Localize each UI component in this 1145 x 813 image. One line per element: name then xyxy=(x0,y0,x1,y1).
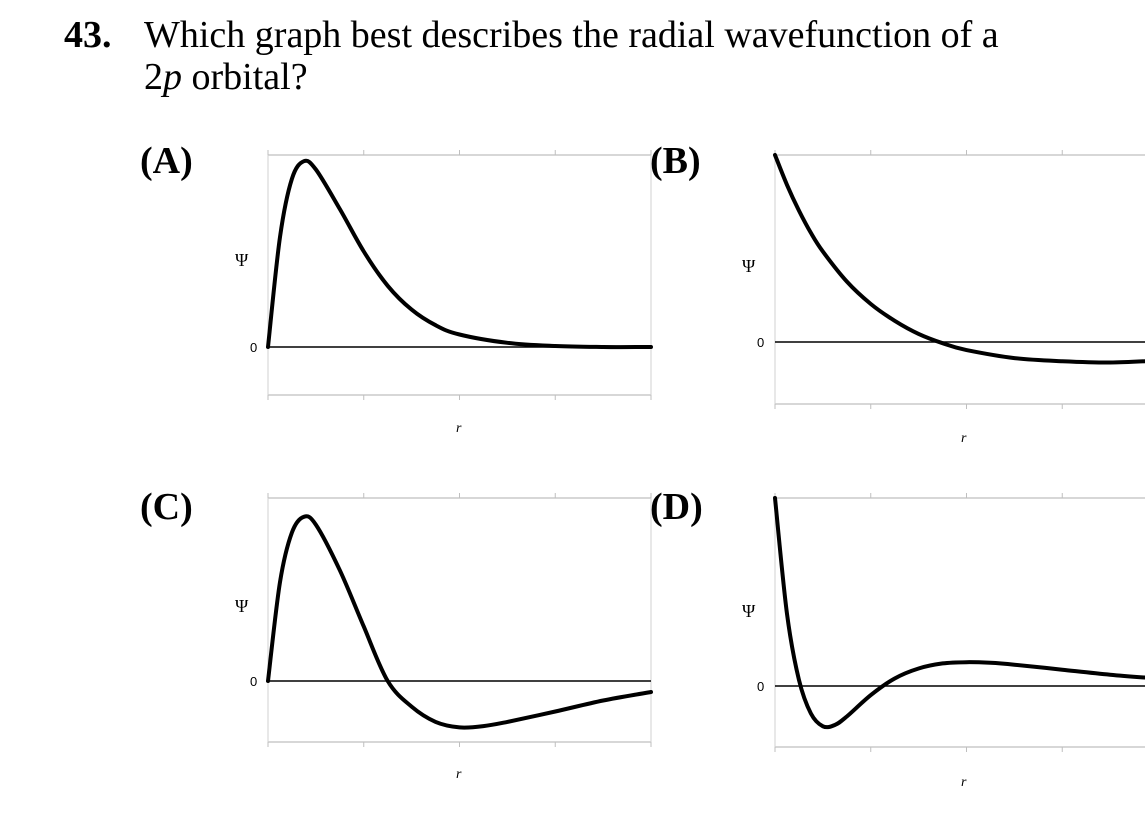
question-number: 43. xyxy=(64,14,112,56)
question-line-2-prefix: 2 xyxy=(144,56,163,98)
y-axis-label: Ψ xyxy=(235,250,249,270)
zero-tick-label: 0 xyxy=(757,679,764,694)
question-line-2: 2p orbital? xyxy=(144,56,1124,98)
wavefunction-curve xyxy=(266,514,653,730)
x-axis-label: r xyxy=(456,767,462,782)
chart-option-a[interactable]: 0 Ψr xyxy=(235,150,653,436)
zero-tick-label: 0 xyxy=(250,674,257,689)
chart-option-c[interactable]: 0 Ψr xyxy=(235,493,653,782)
x-axis-label: r xyxy=(961,431,967,446)
question-line-2-italic: p xyxy=(163,56,182,98)
option-d-label[interactable]: (D) xyxy=(650,486,703,528)
y-axis-label: Ψ xyxy=(742,256,756,276)
wavefunction-curve xyxy=(773,153,1145,365)
zero-tick-label: 0 xyxy=(250,340,257,355)
x-axis-label: r xyxy=(456,421,462,436)
y-axis-label: Ψ xyxy=(742,601,756,621)
zero-tick-label: 0 xyxy=(757,335,764,350)
wavefunction-curve xyxy=(773,496,1145,730)
option-b-label[interactable]: (B) xyxy=(650,140,701,182)
question-line-2-suffix: orbital? xyxy=(182,56,308,98)
option-c-label[interactable]: (C) xyxy=(140,486,193,528)
option-a-label[interactable]: (A) xyxy=(140,140,193,182)
question-text: Which graph best describes the radial wa… xyxy=(144,14,1124,98)
y-axis-label: Ψ xyxy=(235,596,249,616)
chart-option-b[interactable]: 0 Ψr xyxy=(742,150,1145,446)
wavefunction-curve xyxy=(266,158,653,350)
question-line-1: Which graph best describes the radial wa… xyxy=(144,14,999,56)
chart-option-d[interactable]: 0 Ψr xyxy=(742,493,1145,790)
x-axis-label: r xyxy=(961,775,967,790)
